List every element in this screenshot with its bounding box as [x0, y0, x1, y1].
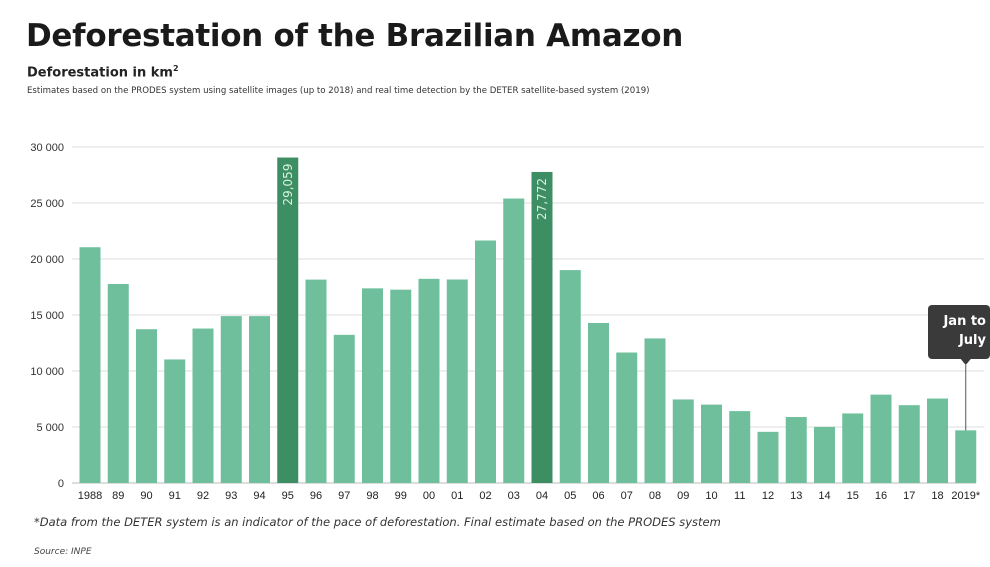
- y-tick-label: 15 000: [30, 310, 64, 322]
- bar-15: [842, 413, 864, 483]
- x-tick-label: 10: [705, 490, 717, 502]
- x-tick-label: 92: [197, 490, 209, 502]
- bar-13: [785, 417, 807, 483]
- bar-00: [418, 278, 440, 483]
- x-tick-label: 98: [366, 490, 378, 502]
- chart-source: Source: INPE: [34, 547, 92, 557]
- x-tick-label: 12: [762, 490, 774, 502]
- bar-17: [898, 405, 920, 483]
- bar-02: [475, 240, 496, 483]
- bar-08: [644, 338, 666, 483]
- x-tick-label: 1988: [78, 490, 102, 502]
- chart-title: Deforestation of the Brazilian Amazon: [26, 18, 683, 54]
- data-label-04: 27,772: [535, 178, 549, 220]
- bar-92: [192, 328, 214, 483]
- y-tick-label: 10 000: [30, 366, 64, 378]
- bar-06: [588, 322, 609, 483]
- bar-94: [249, 316, 270, 483]
- x-tick-label: 14: [818, 490, 830, 502]
- x-tick-label: 2019*: [951, 490, 980, 502]
- bar-93: [220, 316, 242, 483]
- y-tick-label: 30 000: [30, 142, 64, 154]
- x-tick-label: 05: [564, 490, 576, 502]
- x-tick-label: 11: [734, 490, 745, 502]
- bar-91: [164, 359, 186, 483]
- annotation-text: July: [958, 333, 987, 348]
- x-tick-label: 04: [536, 490, 548, 502]
- x-tick-label: 99: [395, 490, 407, 502]
- x-tick-label: 90: [140, 490, 152, 502]
- bar-14: [814, 426, 835, 483]
- x-tick-label: 09: [677, 490, 689, 502]
- x-tick-label: 00: [423, 490, 435, 502]
- x-tick-label: 95: [282, 490, 294, 502]
- annotation-box: [928, 305, 990, 359]
- subtitle-text: Deforestation in km: [27, 65, 173, 81]
- bar-18: [927, 398, 948, 483]
- bar-05: [559, 270, 581, 483]
- annotation-pointer: [960, 359, 971, 365]
- bar-12: [757, 431, 779, 483]
- chart-description: Estimates based on the PRODES system usi…: [27, 86, 650, 96]
- bar-89: [107, 283, 129, 483]
- bar-07: [616, 352, 638, 483]
- x-tick-label: 94: [253, 490, 265, 502]
- bar-11: [729, 411, 751, 483]
- x-tick-label: 18: [931, 490, 943, 502]
- x-tick-label: 06: [592, 490, 604, 502]
- bar-97: [333, 334, 355, 483]
- x-tick-label: 17: [903, 490, 915, 502]
- x-tick-label: 96: [310, 490, 322, 502]
- x-tick-label: 15: [847, 490, 859, 502]
- chart-subtitle: Deforestation in km2: [27, 64, 179, 80]
- x-tick-label: 02: [479, 490, 491, 502]
- callout-layer: Jan to July: [928, 305, 990, 431]
- x-tick-label: 03: [508, 490, 520, 502]
- y-tick-label: 25 000: [30, 198, 64, 210]
- subtitle-unit-sup: 2: [172, 64, 179, 73]
- bar-95: [277, 157, 299, 484]
- bar-99: [390, 289, 412, 483]
- bar-layer: [79, 157, 977, 484]
- bar-09: [672, 399, 694, 483]
- y-tick-label: 0: [58, 478, 64, 490]
- y-tick-label: 20 000: [30, 254, 64, 266]
- x-tick-label: 97: [338, 490, 350, 502]
- bar-2019*: [955, 430, 977, 483]
- bar-01: [446, 279, 468, 483]
- bar-98: [362, 288, 383, 483]
- x-tick-label: 89: [112, 490, 124, 502]
- annotation-text: Jan to: [942, 314, 986, 329]
- bar-1988: [79, 247, 101, 483]
- bar-10: [701, 404, 722, 483]
- bar-90: [136, 329, 157, 483]
- bar-16: [870, 394, 892, 483]
- bar-04: [531, 171, 553, 483]
- x-tick-label: 16: [875, 490, 887, 502]
- x-tick-label: 07: [621, 490, 633, 502]
- y-tick-label: 5 000: [36, 422, 64, 434]
- chart-footnote: *Data from the DETER system is an indica…: [34, 515, 721, 529]
- x-tick-label: 93: [225, 490, 237, 502]
- x-tick-label: 01: [451, 490, 463, 502]
- bar-03: [503, 198, 525, 483]
- data-label-95: 29,059: [281, 164, 295, 206]
- x-tick-label: 91: [169, 490, 181, 502]
- bar-96: [305, 279, 327, 483]
- x-tick-label: 13: [790, 490, 802, 502]
- x-tick-label: 08: [649, 490, 661, 502]
